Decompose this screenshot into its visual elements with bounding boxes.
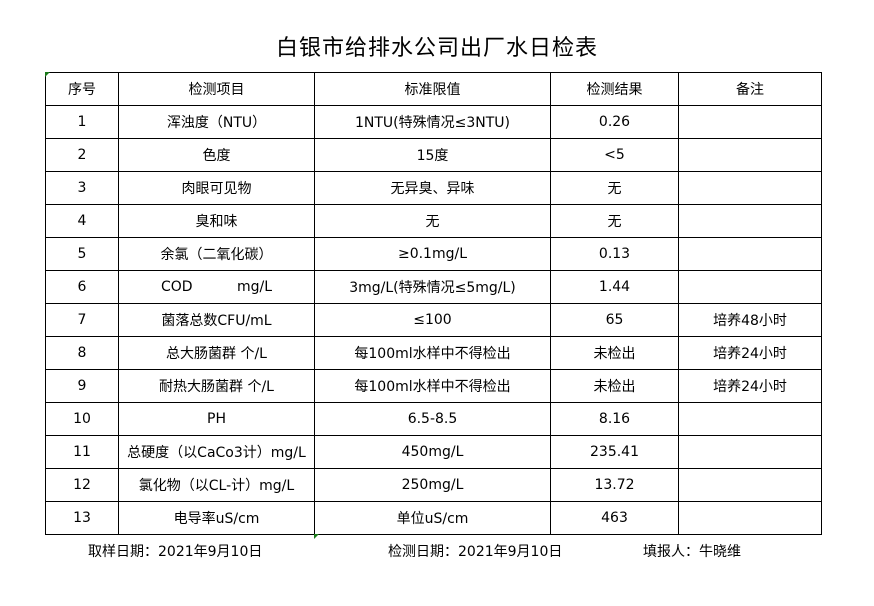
table-row: 10 PH 6.5-8.5 8.16 [45,402,822,436]
cell-index: 5 [45,237,119,271]
cell-item: 总硬度（以CaCo3计）mg/L [118,435,315,469]
test-date: 检测日期：2021年9月10日 [388,544,563,560]
cell-item: 耐热大肠菌群 个/L [118,369,315,403]
cell-limit: 250mg/L [314,468,551,502]
table-row: 5 余氯（二氧化碳） ≥0.1mg/L 0.13 [45,237,822,271]
cell-limit: 3mg/L(特殊情况≤5mg/L) [314,270,551,304]
cell-remark: 培养48小时 [678,303,822,337]
cell-limit: ≥0.1mg/L [314,237,551,271]
cell-index: 9 [45,369,119,403]
cell-remark [678,501,822,535]
table-row: 1 浑浊度（NTU） 1NTU(特殊情况≤3NTU) 0.26 [45,105,822,139]
cell-item: 余氯（二氧化碳） [118,237,315,271]
cell-limit: ≤100 [314,303,551,337]
cell-result: <5 [550,138,679,172]
cell-item: COD mg/L [118,270,315,304]
cell-result: 8.16 [550,402,679,436]
cell-remark [678,105,822,139]
cell-limit: 1NTU(特殊情况≤3NTU) [314,105,551,139]
table-header-row: 序号 检测项目 标准限值 检测结果 备注 [45,72,822,106]
table-row: 7 菌落总数CFU/mL ≤100 65 培养48小时 [45,303,822,337]
cell-result: 无 [550,171,679,205]
sample-date: 取样日期：2021年9月10日 [88,544,263,560]
cell-index: 11 [45,435,119,469]
cell-index: 10 [45,402,119,436]
header-result: 检测结果 [550,72,679,106]
cell-limit: 无 [314,204,551,238]
cell-marker [314,534,319,539]
table-row: 13 电导率uS/cm 单位uS/cm 463 [45,501,822,535]
table-row: 6 COD mg/L 3mg/L(特殊情况≤5mg/L) 1.44 [45,270,822,304]
cell-result: 65 [550,303,679,337]
cell-result: 13.72 [550,468,679,502]
cell-item: 浑浊度（NTU） [118,105,315,139]
cell-limit: 每100ml水样中不得检出 [314,369,551,403]
cell-item: 菌落总数CFU/mL [118,303,315,337]
cell-remark: 培养24小时 [678,369,822,403]
cell-index: 3 [45,171,119,205]
page-title: 白银市给排水公司出厂水日检表 [275,36,598,61]
cell-item: 总大肠菌群 个/L [118,336,315,370]
cell-index: 2 [45,138,119,172]
cell-result: 未检出 [550,336,679,370]
table-row: 12 氯化物（以CL-计）mg/L 250mg/L 13.72 [45,468,822,502]
cell-remark [678,435,822,469]
cell-index: 12 [45,468,119,502]
cell-marker [45,72,50,77]
cell-result: 无 [550,204,679,238]
cell-remark [678,171,822,205]
cell-remark [678,402,822,436]
table-row: 8 总大肠菌群 个/L 每100ml水样中不得检出 未检出 培养24小时 [45,336,822,370]
header-index: 序号 [45,72,119,106]
cell-index: 6 [45,270,119,304]
cell-result: 0.13 [550,237,679,271]
cell-result: 0.26 [550,105,679,139]
cell-item: 色度 [118,138,315,172]
cell-limit: 单位uS/cm [314,501,551,535]
cell-remark [678,270,822,304]
cell-item: PH [118,402,315,436]
header-limit: 标准限值 [314,72,551,106]
cell-limit: 无异臭、异味 [314,171,551,205]
reporter: 填报人：牛晓维 [643,544,741,560]
cell-remark [678,237,822,271]
table-row: 3 肉眼可见物 无异臭、异味无 [45,171,822,205]
header-item: 检测项目 [118,72,315,106]
cell-limit: 450mg/L [314,435,551,469]
cell-limit: 15度 [314,138,551,172]
cell-remark [678,468,822,502]
cell-item: 肉眼可见物 [118,171,315,205]
cell-index: 8 [45,336,119,370]
cell-limit: 每100ml水样中不得检出 [314,336,551,370]
table-row: 4 臭和味无无 [45,204,822,238]
cell-remark: 培养24小时 [678,336,822,370]
cell-index: 7 [45,303,119,337]
cell-result: 未检出 [550,369,679,403]
cell-result: 235.41 [550,435,679,469]
cell-result: 463 [550,501,679,535]
inspection-table: 序号 检测项目 标准限值 检测结果 备注 1 浑浊度（NTU） 1NTU(特殊情况≤… [45,72,822,535]
header-remark: 备注 [678,72,822,106]
cell-remark [678,138,822,172]
cell-item: 氯化物（以CL-计）mg/L [118,468,315,502]
table-row: 2 色度 15度 <5 [45,138,822,172]
cell-limit: 6.5-8.5 [314,402,551,436]
cell-index: 4 [45,204,119,238]
cell-item: 电导率uS/cm [118,501,315,535]
cell-index: 13 [45,501,119,535]
table-row: 11 总硬度（以CaCo3计）mg/L 450mg/L 235.41 [45,435,822,469]
table-row: 9 耐热大肠菌群 个/L 每100ml水样中不得检出 未检出 培养24小时 [45,369,822,403]
cell-index: 1 [45,105,119,139]
cell-item: 臭和味 [118,204,315,238]
cell-result: 1.44 [550,270,679,304]
cell-remark [678,204,822,238]
